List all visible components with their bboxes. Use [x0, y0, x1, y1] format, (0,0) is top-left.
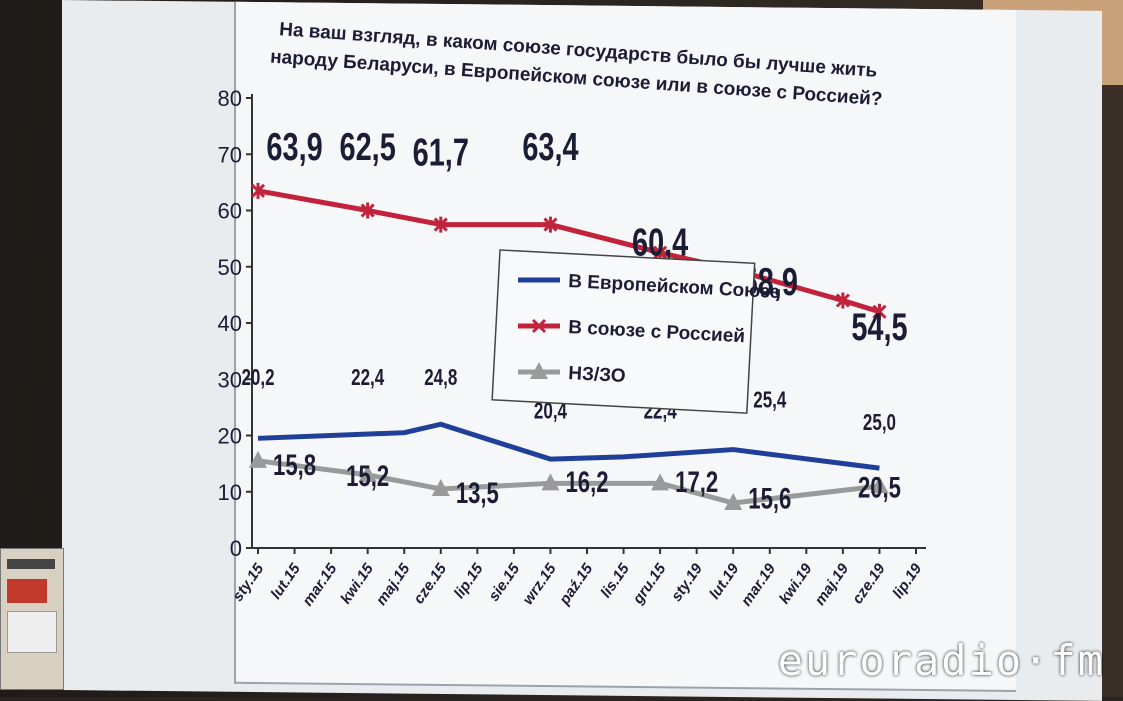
y-tick-label: 20	[218, 424, 242, 449]
x-tick-label: cze.19	[849, 560, 889, 607]
watermark: euroradio·fm	[778, 636, 1105, 685]
data-label: 20,2	[241, 366, 274, 391]
data-label: 15,6	[748, 481, 791, 515]
data-label: 22,4	[351, 366, 385, 391]
y-tick-label: 60	[218, 199, 242, 224]
x-tick-label: lip.19	[889, 560, 925, 602]
x-tick-label: kwi.19	[776, 560, 816, 607]
x-tick-label: maj.19	[811, 560, 852, 609]
data-label: 61,7	[413, 131, 469, 174]
y-tick-label: 80	[218, 86, 242, 111]
x-tick-label: cze.15	[410, 560, 450, 607]
x-tick-label: paź.15	[555, 560, 596, 609]
data-label: 20,5	[858, 470, 901, 504]
x-tick-label: sty.19	[668, 560, 706, 605]
legend-label: НЗ/ЗО	[568, 363, 626, 387]
x-tick-label: lut.15	[267, 560, 304, 602]
sticker-bar	[7, 559, 55, 569]
data-label: 17,2	[675, 464, 718, 498]
data-label: 15,2	[346, 459, 389, 493]
sticker-white-block	[7, 611, 57, 653]
sticker-red-block	[7, 579, 47, 603]
data-label: 24,8	[424, 366, 457, 391]
x-tick-label: mar.15	[299, 560, 341, 609]
x-tick-label: lip.15	[451, 560, 487, 602]
x-tick-label: kwi.15	[337, 560, 377, 607]
x-tick-label: sie.15	[485, 560, 523, 604]
x-tick-label: gru.15	[629, 560, 670, 608]
x-tick-label: lis.15	[597, 560, 633, 601]
data-label: 15,8	[273, 448, 316, 482]
data-label: 63,4	[522, 126, 578, 169]
x-tick-label: lut.19	[706, 560, 743, 602]
data-label: 13,5	[456, 476, 499, 510]
data-label: 25,4	[753, 388, 787, 413]
data-label: 54,5	[851, 306, 907, 349]
x-tick-label: wrz.15	[519, 560, 560, 608]
y-tick-label: 10	[218, 480, 242, 505]
y-tick-label: 50	[218, 255, 242, 280]
x-tick-label: mar.19	[738, 560, 780, 609]
x-tick-label: sty.15	[229, 560, 267, 605]
y-tick-label: 30	[218, 367, 242, 392]
data-label: 63,9	[266, 126, 322, 169]
data-label: 16,2	[566, 464, 609, 498]
y-tick-label: 0	[230, 536, 242, 561]
y-tick-label: 70	[218, 142, 242, 167]
sticker-label	[0, 548, 64, 690]
data-label: 25,0	[863, 411, 896, 436]
y-tick-label: 40	[218, 311, 242, 336]
x-tick-label: maj.15	[373, 560, 414, 609]
data-label: 62,5	[340, 126, 396, 169]
